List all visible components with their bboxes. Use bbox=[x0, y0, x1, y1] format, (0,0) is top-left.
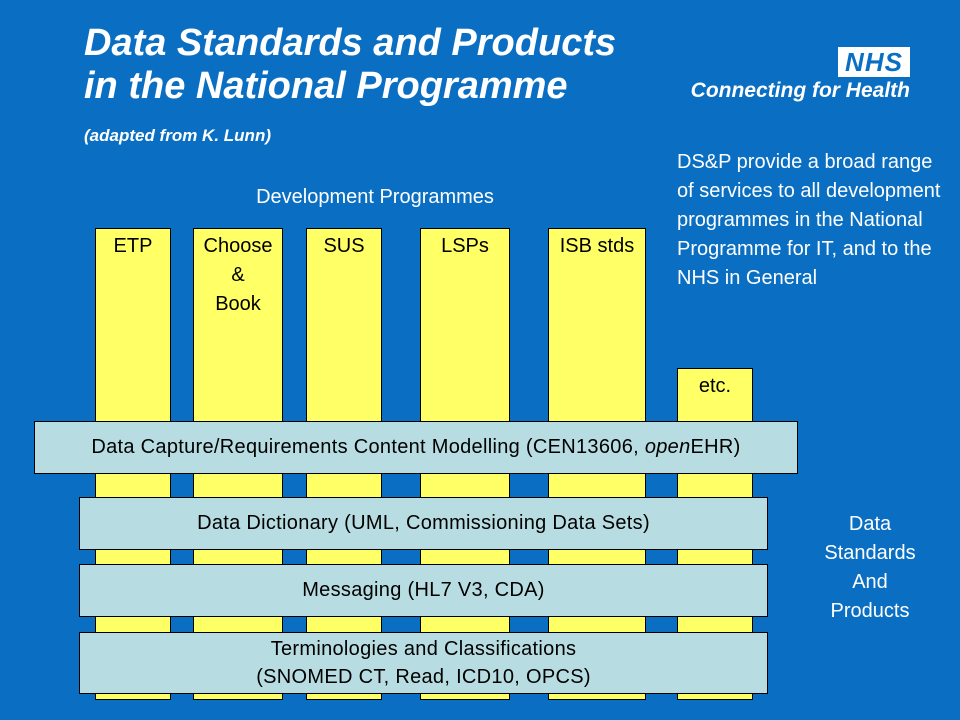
programme-label-book: Book bbox=[215, 293, 261, 315]
description-text: DS&P provide a broad range of services t… bbox=[677, 151, 941, 289]
dsp-line-standards: Standards bbox=[824, 542, 916, 564]
layer-terminologies-line1: Terminologies and Classifications bbox=[270, 638, 577, 660]
layer-data-dictionary-text: Data Dictionary (UML, Commissioning Data… bbox=[197, 512, 650, 534]
programme-label-etp: ETP bbox=[113, 235, 153, 257]
slide-title: Data Standards and Products in the Natio… bbox=[84, 22, 644, 157]
layer-data-capture-text: Data Capture/Requirements Content Modell… bbox=[91, 436, 740, 459]
title-main: Data Standards and Products in the Natio… bbox=[84, 22, 617, 107]
nhs-logo: NHS Connecting for Health bbox=[664, 47, 914, 107]
programme-label-etc: etc. bbox=[698, 375, 732, 397]
dsp-line-products: Products bbox=[830, 600, 910, 622]
dsp-line-and: And bbox=[852, 571, 888, 593]
layer-messaging: Messaging (HL7 V3, CDA) bbox=[79, 564, 768, 617]
dsp-line-data: Data bbox=[848, 513, 892, 535]
layer-messaging-text: Messaging (HL7 V3, CDA) bbox=[302, 579, 545, 601]
title-attribution: (adapted from K. Lunn) bbox=[84, 126, 271, 145]
layer-terminologies-line2: (SNOMED CT, Read, ICD10, OPCS) bbox=[256, 666, 591, 688]
nhs-tagline: Connecting for Health bbox=[690, 79, 910, 102]
layer-data-capture: Data Capture/Requirements Content Modell… bbox=[34, 421, 798, 474]
programme-label-ampersand: & bbox=[231, 264, 245, 286]
programme-label-choose: Choose bbox=[203, 235, 273, 257]
layer-terminologies: Terminologies and Classifications (SNOME… bbox=[79, 632, 768, 694]
layer-data-dictionary: Data Dictionary (UML, Commissioning Data… bbox=[79, 497, 768, 550]
layer-data-capture-prefix: Data Capture/Requirements Content Modell… bbox=[91, 436, 645, 458]
data-standards-products-label: Data Standards And Products bbox=[800, 510, 940, 626]
programme-label-isb-stds: ISB stds bbox=[559, 235, 635, 257]
programme-label-lsps: LSPs bbox=[441, 235, 489, 257]
development-programmes-label: Development Programmes bbox=[256, 186, 494, 208]
layer-data-capture-open: open bbox=[644, 436, 691, 458]
programme-label-sus: SUS bbox=[323, 235, 365, 257]
nhs-badge: NHS bbox=[838, 47, 910, 77]
layer-data-capture-suffix: EHR) bbox=[690, 436, 741, 458]
